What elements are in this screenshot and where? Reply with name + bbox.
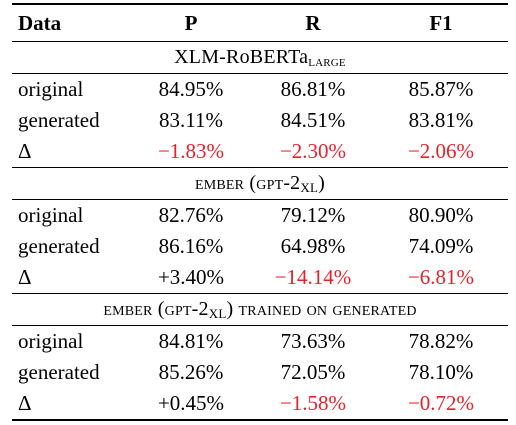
cell-f1: −6.81% bbox=[407, 265, 475, 289]
row-label: original bbox=[18, 77, 84, 101]
section-title: EMBER (GPT-2XL) TRAINED ON GENERATED bbox=[12, 294, 508, 326]
cell-p: 82.76% bbox=[158, 203, 224, 227]
section-title-row: EMBER (GPT-2XL) bbox=[12, 168, 508, 200]
cell-r: −1.58% bbox=[279, 391, 347, 415]
section-title-row: XLM-RoBERTaLARGE bbox=[12, 42, 508, 74]
cell-f1: 74.09% bbox=[408, 234, 474, 258]
section-title-sub: LARGE bbox=[308, 54, 346, 70]
cell-r: −2.30% bbox=[279, 139, 347, 163]
row-label: Δ bbox=[18, 391, 32, 415]
cell-p: +0.45% bbox=[157, 391, 225, 415]
row-label: generated bbox=[18, 108, 100, 132]
row-label: generated bbox=[18, 360, 100, 384]
row-label: generated bbox=[18, 234, 100, 258]
section-title: EMBER (GPT-2XL) bbox=[12, 168, 508, 200]
cell-f1: 78.10% bbox=[408, 360, 474, 384]
cell-p: −1.83% bbox=[157, 139, 225, 163]
cell-p: 86.16% bbox=[158, 234, 224, 258]
table-row: original 84.95% 86.81% 85.87% bbox=[12, 74, 508, 106]
cell-p: 84.95% bbox=[158, 77, 224, 101]
cell-f1: 85.87% bbox=[408, 77, 474, 101]
header-data: Data bbox=[18, 11, 62, 35]
cell-f1: 80.90% bbox=[408, 203, 474, 227]
section-title-main: EMBER (GPT-2 bbox=[103, 298, 209, 320]
section-title-main: EMBER (GPT-2 bbox=[194, 172, 301, 194]
table-row: generated 83.11% 84.51% 83.81% bbox=[12, 105, 508, 136]
table-row: original 82.76% 79.12% 80.90% bbox=[12, 200, 508, 232]
header-p: P bbox=[184, 11, 198, 35]
section-title-row: EMBER (GPT-2XL) TRAINED ON GENERATED bbox=[12, 294, 508, 326]
table-row: generated 85.26% 72.05% 78.10% bbox=[12, 357, 508, 388]
section-title-rest: ) bbox=[318, 172, 325, 194]
cell-r: 79.12% bbox=[280, 203, 346, 227]
section-title-main: XLM-RoBERTa bbox=[174, 46, 309, 68]
section-title-sub: XL bbox=[208, 306, 227, 321]
cell-r: 86.81% bbox=[280, 77, 346, 101]
cell-p: 85.26% bbox=[158, 360, 224, 384]
header-f1: F1 bbox=[429, 11, 453, 35]
cell-p: 83.11% bbox=[159, 108, 223, 132]
table-row: original 84.81% 73.63% 78.82% bbox=[12, 326, 508, 358]
row-label: original bbox=[18, 203, 84, 227]
cell-f1: 83.81% bbox=[408, 108, 474, 132]
cell-f1: 78.82% bbox=[408, 329, 474, 353]
cell-r: 64.98% bbox=[280, 234, 346, 258]
header-r: R bbox=[305, 11, 321, 35]
row-label: original bbox=[18, 329, 84, 353]
cell-p: 84.81% bbox=[158, 329, 224, 353]
section-title: XLM-RoBERTaLARGE bbox=[12, 42, 508, 74]
table-row: generated 86.16% 64.98% 74.09% bbox=[12, 231, 508, 262]
cell-p: +3.40% bbox=[157, 265, 225, 289]
cell-f1: −2.06% bbox=[407, 139, 475, 163]
section-title-sub: XL bbox=[300, 180, 319, 195]
cell-r: −14.14% bbox=[274, 265, 352, 289]
row-label: Δ bbox=[18, 139, 32, 163]
cell-r: 84.51% bbox=[280, 108, 346, 132]
cell-r: 73.63% bbox=[280, 329, 346, 353]
cell-f1: −0.72% bbox=[407, 391, 475, 415]
cell-r: 72.05% bbox=[280, 360, 346, 384]
section-title-rest: ) TRAINED ON GENERATED bbox=[226, 298, 417, 320]
row-label: Δ bbox=[18, 265, 32, 289]
delta-row: Δ +0.45% −1.58% −0.72% bbox=[12, 388, 508, 420]
results-table: Data P R F1 XLM-RoBERTaLARGE original 84… bbox=[12, 3, 508, 421]
header-row: Data P R F1 bbox=[12, 4, 508, 42]
delta-row: Δ −1.83% −2.30% −2.06% bbox=[12, 136, 508, 168]
delta-row: Δ +3.40% −14.14% −6.81% bbox=[12, 262, 508, 294]
